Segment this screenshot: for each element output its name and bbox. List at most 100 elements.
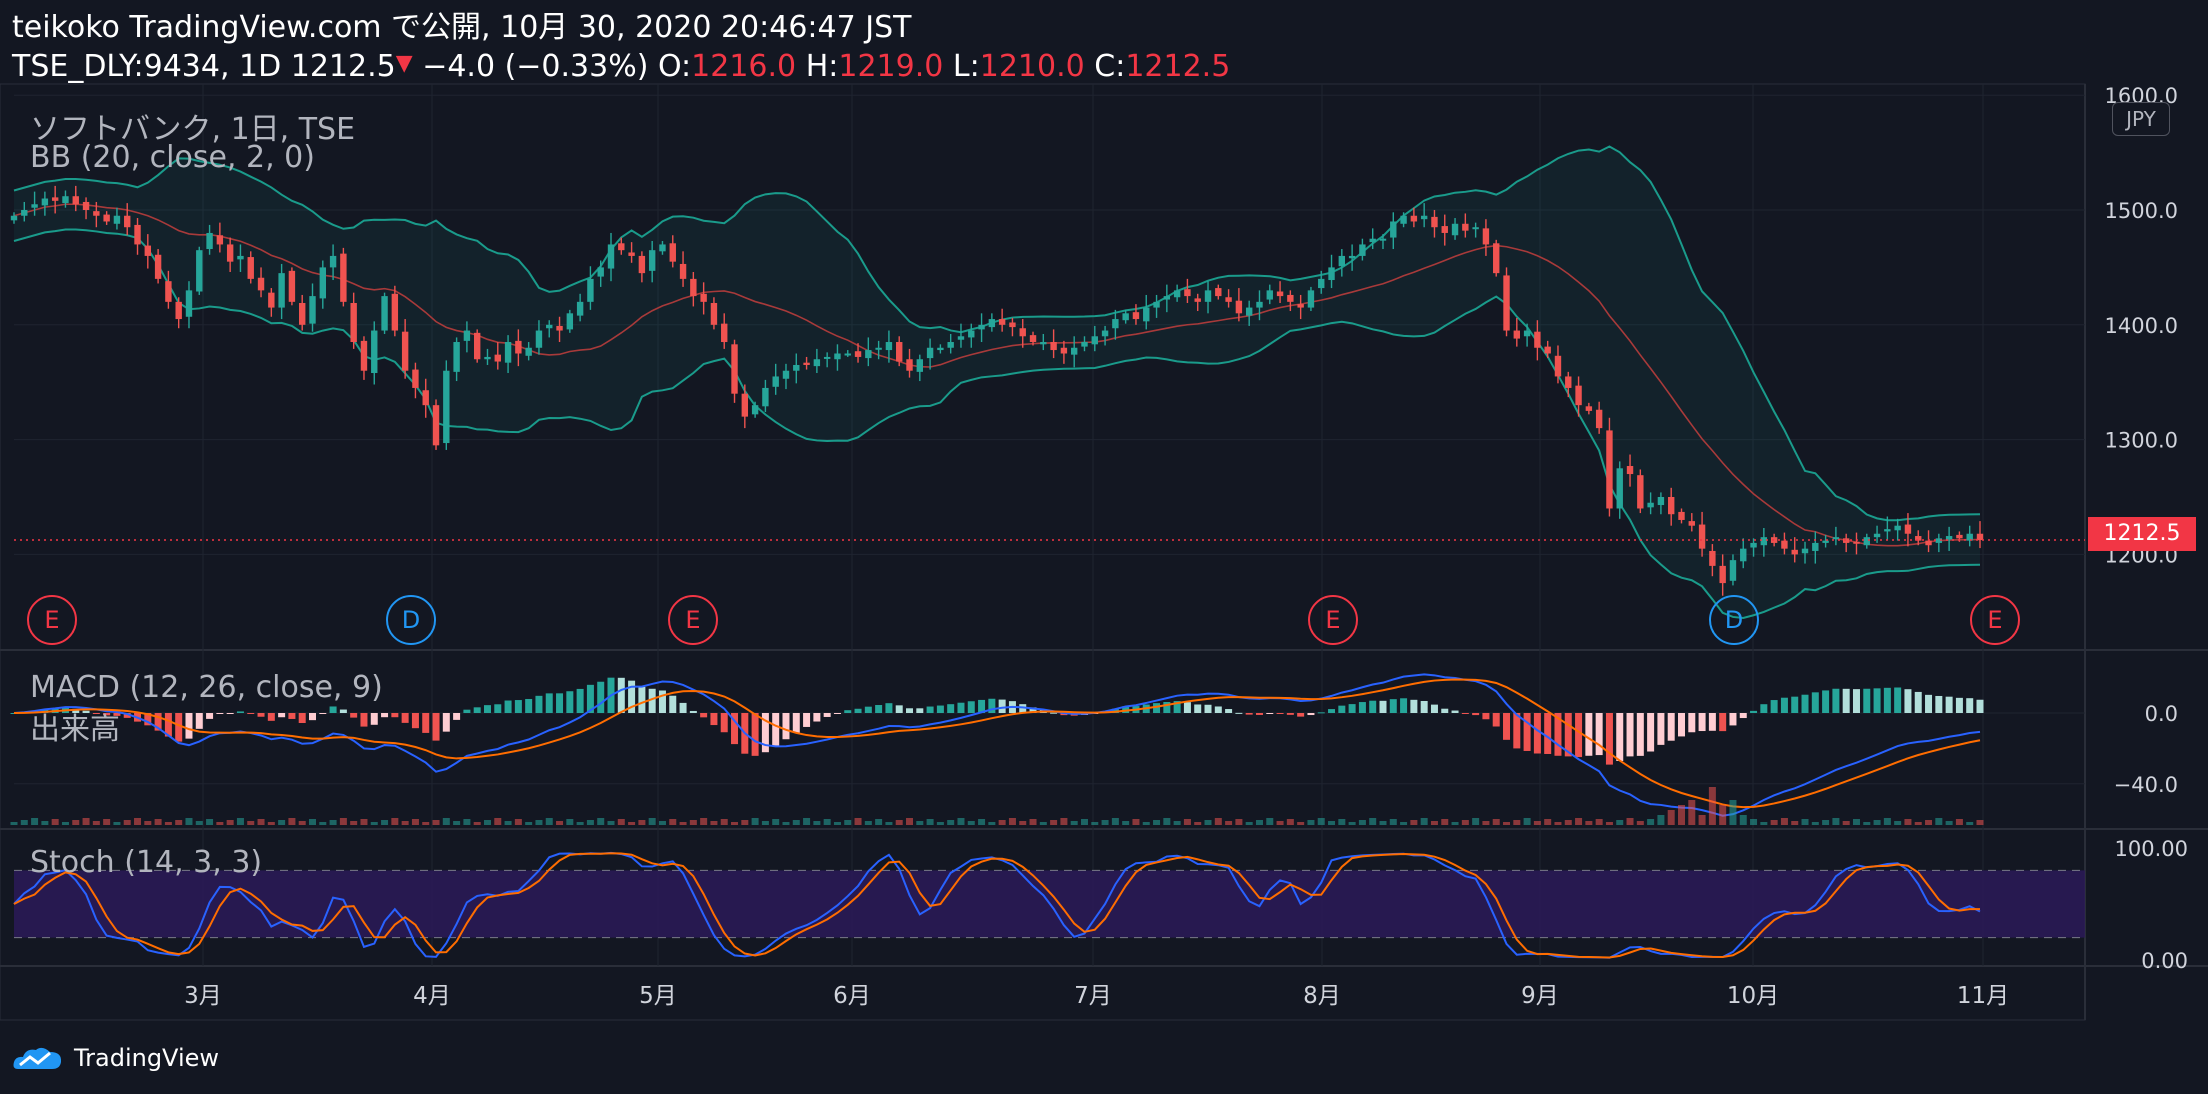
candle [1029,331,1037,346]
candle-body [494,354,501,362]
candle [1040,333,1047,351]
volume-bar [1307,820,1315,825]
candle [1523,323,1531,347]
candle [1215,284,1222,300]
candle-body [1853,541,1860,544]
macd-hist-bar [545,693,553,713]
candle-body [597,267,604,277]
macd-hist-bar [1029,707,1037,713]
volume-bar [473,822,481,825]
macd-hist-bar [1317,712,1325,714]
volume-bar [1770,820,1778,825]
volume-bar [1852,819,1860,825]
macd-hist-bar [998,699,1006,713]
price-change: −4.0 (−0.33%) [422,49,649,84]
candle [1235,288,1243,322]
volume-bar [1348,822,1356,825]
candle [1863,533,1870,549]
candle-body [885,342,893,351]
volume-bar [1358,820,1366,825]
candle-body [1184,289,1191,297]
volume-legend[interactable]: 出来高 [30,712,120,747]
candle-body [1173,290,1181,298]
candle-body [1215,288,1222,297]
volume-bar [309,819,317,825]
macd-hist-bar [453,713,461,720]
macd-hist-bar [1585,713,1593,756]
month-label: 8月 [1303,983,1341,1009]
symbol-price: TSE_DLY:9434, 1D 1212.5 [12,49,396,84]
candle [1194,293,1201,312]
macd-hist-bar [1410,699,1418,713]
candle-body [381,296,388,331]
macd-hist-bar [1286,713,1294,715]
candle-body [525,347,532,356]
candle-body [412,369,419,388]
macd-hist-bar [1204,704,1212,713]
candle [1328,254,1335,289]
candle-body [1863,537,1870,546]
macd-hist-bar [1348,704,1356,713]
price-tick-label: 1500.0 [2105,199,2178,223]
candle [1606,417,1613,517]
candle [62,190,69,208]
currency-badge[interactable]: JPY [2112,102,2170,136]
candle [1966,525,1973,547]
volume-bar [967,821,975,825]
candle-body [1204,290,1212,302]
candle-body [916,359,924,372]
candle [432,399,440,450]
candle [350,292,357,349]
candle-body [1812,542,1819,551]
candle-body [1945,536,1953,540]
candle-body [937,347,944,351]
candle [51,185,59,214]
candle [1801,541,1809,564]
candle [257,267,265,298]
volume-bar [1400,822,1408,825]
volume-bar [1204,820,1212,825]
volume-bar [1039,822,1047,825]
candle-body [1740,548,1747,562]
month-label: 11月 [1957,983,2009,1009]
candle-body [237,255,244,260]
stoch-legend[interactable]: Stoch (14, 3, 3) [30,845,263,880]
candle-body [926,347,934,359]
volume-bar [1008,818,1016,825]
tradingview-logo[interactable]: TradingView [12,1040,219,1076]
volume-bar [895,820,903,825]
candle [1657,492,1665,515]
volume-bar [1667,810,1675,825]
candle-body [556,325,563,331]
candle-body [1287,294,1294,302]
macd-hist-bar [751,713,759,756]
candle-body [422,390,429,406]
macd-hist-bar [144,713,152,726]
volume-bar [1472,818,1480,825]
macd-hist-bar [514,700,522,713]
candle [1595,401,1603,434]
candle [721,313,728,349]
candle [1544,340,1551,359]
macd-hist-bar [875,705,883,713]
bb-legend[interactable]: BB (20, close, 2, 0) [30,140,315,175]
volume-bar [535,820,543,825]
volume-bar [833,822,841,825]
macd-hist-bar [658,690,666,713]
volume-bar [1575,818,1583,825]
volume-bar [1492,819,1500,825]
volume-bar [144,821,152,825]
volume-bar [978,819,986,825]
symbol-legend[interactable]: ソフトバンク, 1日, TSE [30,112,356,147]
volume-bar [1544,819,1552,825]
candle-body [618,243,625,251]
macd-hist-bar [823,713,831,717]
candle [556,316,563,343]
macd-hist-bar [298,713,306,724]
candle [648,240,656,283]
macd-hist-bar [350,713,358,718]
volume-bar [844,820,852,825]
macd-legend[interactable]: MACD (12, 26, close, 9) [30,670,383,705]
bb-upper-line [13,145,1981,522]
